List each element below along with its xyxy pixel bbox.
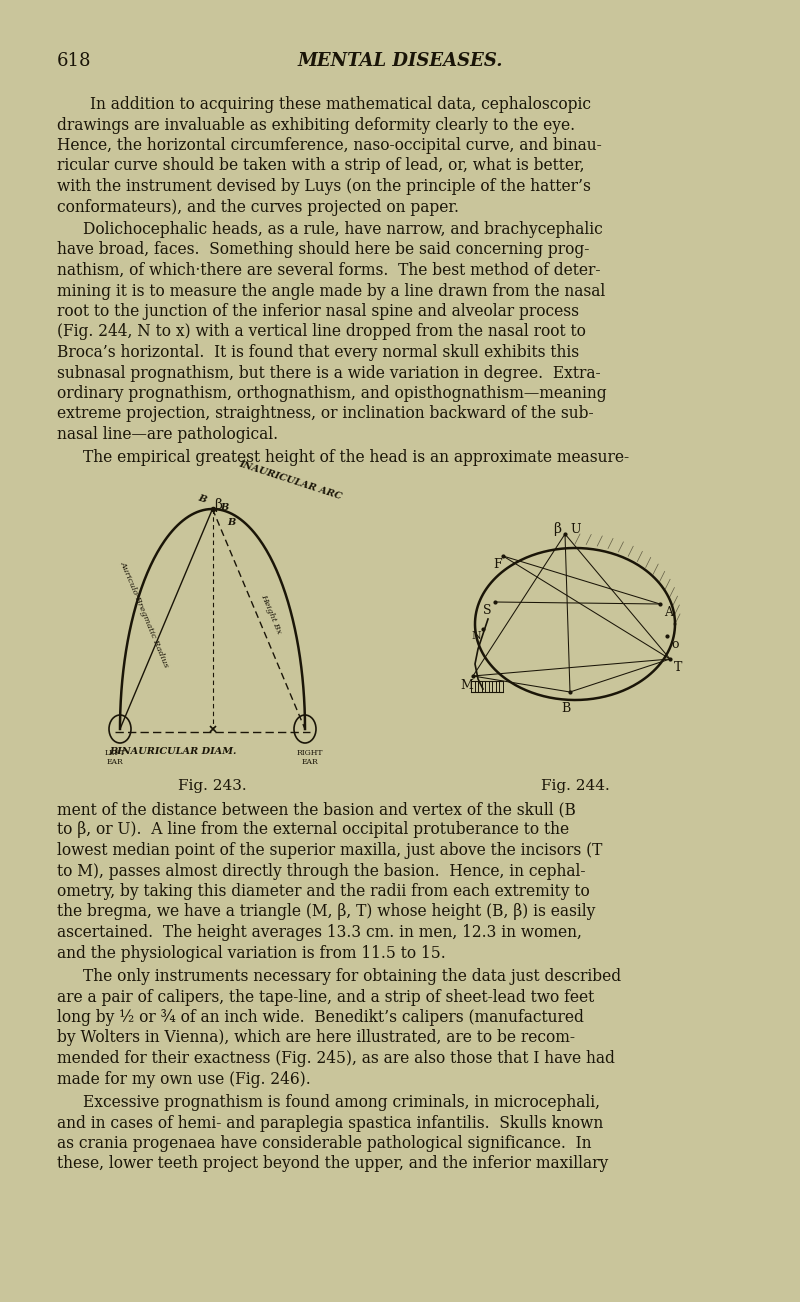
Text: and the physiological variation is from 11.5 to 15.: and the physiological variation is from …	[57, 944, 446, 961]
Text: drawings are invaluable as exhibiting deformity clearly to the eye.: drawings are invaluable as exhibiting de…	[57, 116, 575, 134]
Text: β: β	[553, 522, 561, 536]
Text: by Wolters in Vienna), which are here illustrated, are to be recom-: by Wolters in Vienna), which are here il…	[57, 1030, 575, 1047]
Text: Fig. 243.: Fig. 243.	[178, 779, 247, 793]
Text: B: B	[227, 518, 236, 527]
Text: The empirical greatest height of the head is an approximate measure-: The empirical greatest height of the hea…	[83, 448, 629, 466]
Text: subnasal prognathism, but there is a wide variation in degree.  Extra-: subnasal prognathism, but there is a wid…	[57, 365, 601, 381]
Text: to β, or U).  A line from the external occipital protuberance to the: to β, or U). A line from the external oc…	[57, 822, 569, 838]
Text: ment of the distance between the basion and vertex of the skull (B: ment of the distance between the basion …	[57, 801, 576, 818]
Text: In addition to acquiring these mathematical data, cephaloscopic: In addition to acquiring these mathemati…	[90, 96, 591, 113]
Text: Height Bx: Height Bx	[259, 592, 282, 635]
Text: B: B	[562, 702, 570, 715]
Text: Fig. 244.: Fig. 244.	[541, 779, 610, 793]
Text: the bregma, we have a triangle (M, β, T) whose height (B, β) is easily: the bregma, we have a triangle (M, β, T)…	[57, 904, 595, 921]
Text: N: N	[471, 631, 481, 641]
Text: are a pair of calipers, the tape-line, and a strip of sheet-lead two feet: are a pair of calipers, the tape-line, a…	[57, 988, 594, 1005]
Text: Auriculo-Bregmatic Radius: Auriculo-Bregmatic Radius	[118, 560, 170, 668]
Text: mining it is to measure the angle made by a line drawn from the nasal: mining it is to measure the angle made b…	[57, 283, 606, 299]
Text: o: o	[671, 638, 678, 651]
Text: these, lower teeth project beyond the upper, and the inferior maxillary: these, lower teeth project beyond the up…	[57, 1155, 608, 1173]
Text: to M), passes almost directly through the basion.  Hence, in cephal-: to M), passes almost directly through th…	[57, 862, 586, 879]
Text: lowest median point of the superior maxilla, just above the incisors (T: lowest median point of the superior maxi…	[57, 842, 602, 859]
Text: A: A	[664, 605, 673, 618]
Text: B: B	[221, 503, 229, 512]
Text: (Fig. 244, N to x) with a vertical line dropped from the nasal root to: (Fig. 244, N to x) with a vertical line …	[57, 323, 586, 341]
Text: S: S	[483, 604, 491, 617]
Text: 618: 618	[57, 52, 91, 70]
Text: RIGHT
EAR: RIGHT EAR	[297, 749, 323, 766]
Text: Dolichocephalic heads, as a rule, have narrow, and brachycephalic: Dolichocephalic heads, as a rule, have n…	[83, 221, 602, 238]
Text: M: M	[460, 680, 473, 691]
Text: ometry, by taking this diameter and the radii from each extremity to: ometry, by taking this diameter and the …	[57, 883, 590, 900]
Text: conformateurs), and the curves projected on paper.: conformateurs), and the curves projected…	[57, 198, 459, 216]
Text: extreme projection, straightness, or inclination backward of the sub-: extreme projection, straightness, or inc…	[57, 405, 594, 423]
Text: with the instrument devised by Luys (on the principle of the hatter’s: with the instrument devised by Luys (on …	[57, 178, 591, 195]
Text: F: F	[493, 559, 502, 572]
Text: and in cases of hemi- and paraplegia spastica infantilis.  Skulls known: and in cases of hemi- and paraplegia spa…	[57, 1115, 603, 1131]
Text: made for my own use (Fig. 246).: made for my own use (Fig. 246).	[57, 1070, 310, 1087]
Text: INAURICULAR ARC: INAURICULAR ARC	[238, 460, 343, 501]
Text: nathism, of which·there are several forms.  The best method of deter-: nathism, of which·there are several form…	[57, 262, 601, 279]
Text: have broad, faces.  Something should here be said concerning prog-: have broad, faces. Something should here…	[57, 241, 590, 259]
Text: T: T	[674, 661, 682, 674]
Text: ordinary prognathism, orthognathism, and opisthognathism—meaning: ordinary prognathism, orthognathism, and…	[57, 385, 606, 402]
Text: ascertained.  The height averages 13.3 cm. in men, 12.3 in women,: ascertained. The height averages 13.3 cm…	[57, 924, 582, 941]
Text: β: β	[214, 497, 222, 512]
Text: mended for their exactness (Fig. 245), as are also those that I have had: mended for their exactness (Fig. 245), a…	[57, 1049, 615, 1068]
Text: B: B	[197, 493, 207, 504]
Text: Hence, the horizontal circumference, naso-occipital curve, and binau-: Hence, the horizontal circumference, nas…	[57, 137, 602, 154]
Text: long by ½ or ¾ of an inch wide.  Benedikt’s calipers (manufactured: long by ½ or ¾ of an inch wide. Benedikt…	[57, 1009, 584, 1026]
Text: BINAURICULAR DIAM.: BINAURICULAR DIAM.	[109, 747, 236, 756]
Text: Excessive prognathism is found among criminals, in microcephali,: Excessive prognathism is found among cri…	[83, 1094, 600, 1111]
Text: root to the junction of the inferior nasal spine and alveolar process: root to the junction of the inferior nas…	[57, 303, 579, 320]
Text: The only instruments necessary for obtaining the data just described: The only instruments necessary for obtai…	[83, 967, 621, 986]
Text: LEFT
EAR: LEFT EAR	[105, 749, 126, 766]
Text: as crania progenaea have considerable pathological significance.  In: as crania progenaea have considerable pa…	[57, 1135, 591, 1152]
Text: U: U	[570, 523, 581, 536]
Text: Broca’s horizontal.  It is found that every normal skull exhibits this: Broca’s horizontal. It is found that eve…	[57, 344, 579, 361]
Text: ricular curve should be taken with a strip of lead, or, what is better,: ricular curve should be taken with a str…	[57, 158, 585, 174]
Text: MENTAL DISEASES.: MENTAL DISEASES.	[298, 52, 502, 70]
Text: nasal line—are pathological.: nasal line—are pathological.	[57, 426, 278, 443]
